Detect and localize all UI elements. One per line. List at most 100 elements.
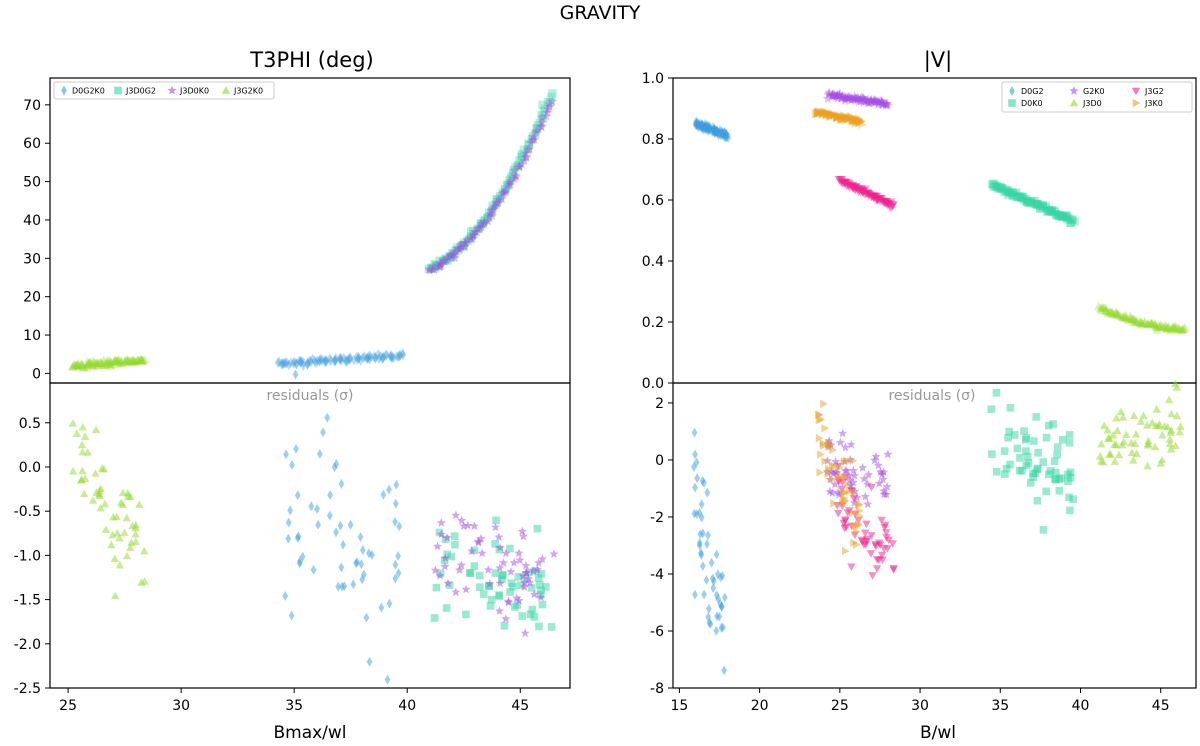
legend-j3d0g2-marker	[114, 86, 122, 95]
right-residuals-label: residuals (σ)	[888, 388, 975, 404]
t3phi-j3d0k0-point	[524, 144, 535, 154]
visamp-j3d0-point	[1174, 324, 1185, 334]
t3phi-d0g2k0-point	[287, 357, 294, 369]
visamp-d0g2-point	[721, 127, 728, 139]
t3phi-d0g2k0-point	[380, 351, 387, 363]
visamp-j3g2-residual	[861, 529, 870, 538]
visamp-d0k0-point	[989, 182, 999, 192]
visamp-j3g2-point	[864, 190, 875, 199]
visamp-d0k0-point	[1017, 193, 1027, 203]
visamp-j3k0-point	[835, 112, 845, 122]
visamp-j3d0-point	[1145, 318, 1156, 327]
t3phi-j3g2k0-point	[137, 355, 148, 364]
visamp-d0k0-point	[999, 187, 1009, 196]
t3phi-d0g2k0-residual	[392, 498, 399, 509]
t3phi-j3d0k0-point	[427, 264, 438, 275]
visamp-d0g2-point	[723, 130, 731, 142]
visamp-j3k0-residual	[856, 511, 865, 521]
t3phi-d0g2k0-point	[379, 353, 386, 365]
visamp-j3k0-point	[840, 113, 849, 123]
t3phi-d0g2k0-residual	[337, 520, 344, 531]
t3phi-d0g2k0-point	[346, 353, 354, 365]
visamp-j3g2-point	[843, 180, 854, 189]
t3phi-j3d0g2-residual	[495, 592, 504, 600]
t3phi-d0g2k0-residual	[358, 559, 365, 570]
visamp-j3g2-residual	[888, 540, 897, 548]
visamp-g2k0-residual	[874, 478, 884, 488]
visamp-d0g2-point	[698, 122, 706, 134]
visamp-d0g2-point	[694, 120, 702, 132]
visamp-d0g2-residual	[706, 617, 713, 628]
t3phi-j3d0g2-point	[438, 256, 447, 266]
visamp-j3g2-residual	[882, 529, 891, 537]
t3phi-j3d0k0-point	[490, 200, 501, 211]
t3phi-j3d0g2-point	[463, 236, 472, 246]
axes-frame	[49, 382, 571, 689]
visamp-d0k0-residual	[1044, 470, 1053, 479]
visamp-g2k0-residual	[846, 439, 856, 449]
visamp-j3d0-point	[1150, 320, 1160, 330]
t3phi-j3d0g2-point	[458, 240, 467, 250]
visamp-g2k0-point	[882, 100, 893, 110]
visamp-g2k0-point	[866, 96, 877, 107]
t3phi-j3g2k0-residual	[91, 469, 100, 477]
t3phi-j3g2k0-point	[106, 361, 116, 370]
t3phi-j3d0g2-point	[448, 248, 457, 258]
visamp-g2k0-residual	[863, 499, 873, 509]
t3phi-j3g2k0-point	[82, 359, 93, 369]
visamp-d0k0-point	[1070, 217, 1079, 226]
visamp-d0k0-point	[1019, 195, 1029, 204]
t3phi-j3d0g2-point	[545, 98, 555, 107]
t3phi-j3d0k0-point	[435, 259, 446, 269]
visamp-j3g2-point	[882, 200, 892, 209]
t3phi-d0g2k0-residual	[396, 521, 403, 532]
visamp-j3k0-point	[829, 110, 838, 120]
t3phi-j3d0k0-point	[497, 188, 508, 198]
t3phi-d0g2k0-residual	[392, 559, 399, 570]
visamp-j3k0-point	[814, 107, 823, 118]
visamp-j3k0-point	[843, 113, 853, 123]
visamp-d0g2-point	[715, 129, 722, 141]
visamp-g2k0-point	[822, 93, 833, 104]
t3phi-j3g2k0-residual	[68, 419, 78, 427]
visamp-j3k0-residual	[842, 456, 851, 466]
visamp-j3k0-point	[825, 109, 835, 119]
visamp-d0g2-point	[715, 127, 722, 139]
t3phi-j3g2k0-point	[106, 357, 116, 367]
visamp-d0g2-point	[701, 122, 709, 134]
visamp-j3d0-point	[1163, 323, 1173, 333]
visamp-d0k0-point	[1038, 202, 1047, 211]
visamp-g2k0-residual	[844, 471, 854, 481]
t3phi-j3d0g2-point	[446, 252, 455, 261]
t3phi-d0g2k0-residual	[327, 510, 333, 521]
t3phi-j3d0g2-residual	[506, 588, 514, 596]
visamp-g2k0-point	[824, 87, 835, 97]
t3phi-j3d0k0-residual	[509, 558, 519, 567]
visamp-d0k0-residual	[1016, 454, 1024, 462]
t3phi-j3d0g2-residual	[530, 613, 539, 621]
t3phi-j3g2k0-point	[129, 356, 139, 365]
t3phi-d0g2k0-point	[366, 353, 373, 365]
visamp-d0k0-point	[1026, 197, 1035, 207]
t3phi-j3g2k0-point	[87, 360, 97, 370]
t3phi-j3g2k0-point	[119, 356, 130, 366]
t3phi-j3g2k0-point	[125, 356, 135, 365]
visamp-g2k0-point	[842, 92, 853, 103]
visamp-j3g2-point	[867, 192, 877, 201]
visamp-j3k0-residual	[829, 475, 837, 484]
visamp-j3k0-point	[825, 109, 835, 119]
t3phi-j3g2k0-point	[93, 358, 103, 368]
t3phi-j3g2k0-residual	[77, 440, 87, 449]
t3phi-d0g2k0-residual	[294, 490, 301, 501]
visamp-j3k0-point	[840, 115, 850, 125]
t3phi-j3g2k0-residual	[101, 525, 111, 533]
visamp-j3g2-point	[858, 186, 868, 196]
visamp-j3g2-point	[860, 185, 870, 194]
t3phi-j3d0k0-point	[455, 244, 466, 254]
visamp-j3g2-point	[882, 197, 892, 207]
visamp-j3d0-residual	[1096, 456, 1106, 465]
t3phi-j3d0g2-point	[503, 181, 513, 190]
visamp-g2k0-point	[837, 92, 848, 102]
t3phi-j3g2k0-point	[104, 358, 114, 368]
visamp-d0g2-point	[723, 128, 730, 140]
